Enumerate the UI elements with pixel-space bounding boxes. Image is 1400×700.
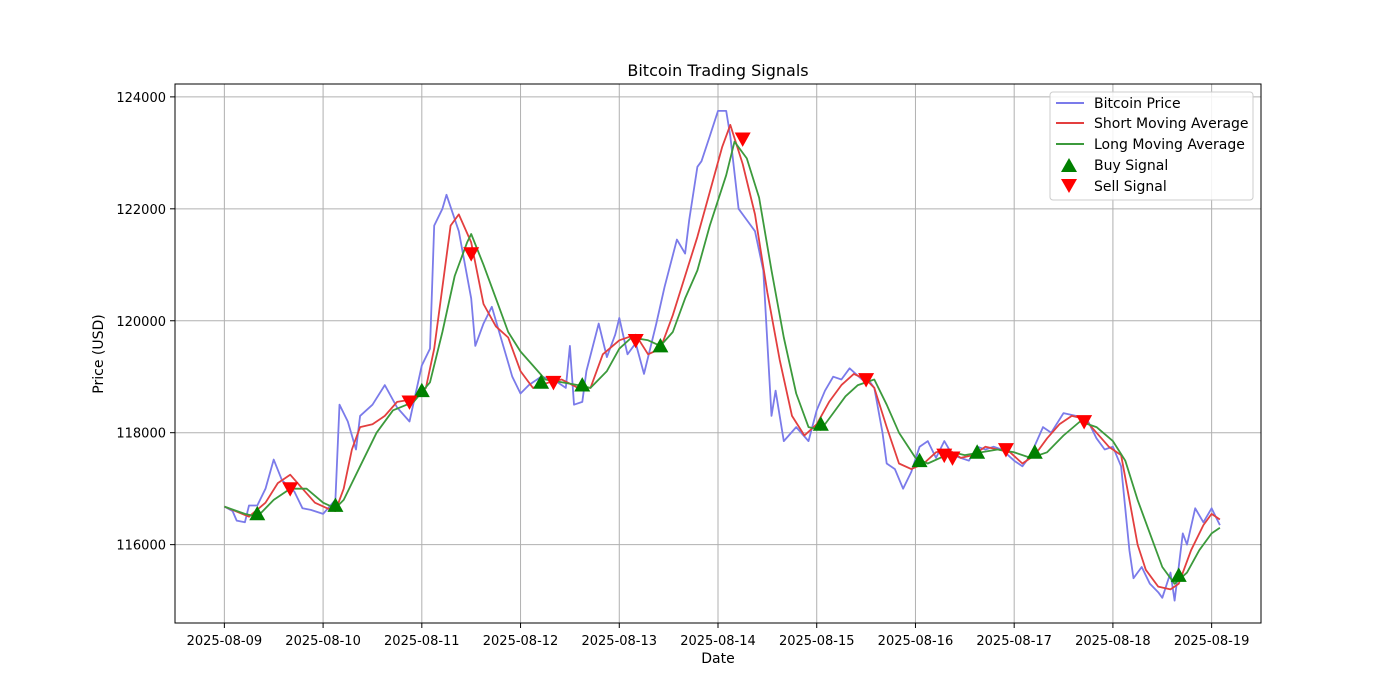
legend-box (1049, 91, 1254, 201)
short-moving-average-line (224, 124, 1221, 591)
y-tick-label: 116000 (116, 539, 166, 554)
sell-signal-marker (401, 395, 418, 410)
signal-markers (249, 132, 1187, 582)
x-tick-label: 2025-08-18 (1075, 634, 1151, 649)
y-axis-label: Price (USD) (91, 314, 107, 393)
buy-signal-marker (574, 377, 591, 392)
x-tick-label: 2025-08-17 (976, 634, 1052, 649)
sell-signal-marker (1076, 415, 1093, 430)
legend-label-buy: Buy Signal (1094, 158, 1168, 174)
long-moving-average-line (224, 140, 1221, 585)
chart-title: Bitcoin Trading Signals (627, 61, 808, 80)
y-tick-label: 122000 (116, 203, 166, 218)
x-tick-label: 2025-08-15 (779, 634, 855, 649)
x-tick-label: 2025-08-09 (187, 634, 263, 649)
sell-signal-marker (858, 373, 875, 388)
x-tick-label: 2025-08-11 (384, 634, 460, 649)
x-tick-label: 2025-08-19 (1174, 634, 1250, 649)
buy-signal-marker (812, 416, 829, 431)
legend-swatch-sell-triangle (1061, 179, 1077, 193)
x-axis-label: Date (701, 651, 734, 667)
x-axis-ticks: 2025-08-09 2025-08-10 2025-08-11 2025-08-12… (187, 623, 1250, 649)
sell-signal-marker (463, 247, 480, 262)
legend-label-price: Bitcoin Price (1094, 96, 1181, 112)
y-axis-ticks: 116000 118000 120000 122000 124000 (116, 91, 175, 554)
buy-signal-marker (249, 505, 266, 521)
sell-signal-marker (944, 451, 961, 466)
series-lines (223, 110, 1221, 602)
sell-signal-marker (545, 375, 562, 391)
buy-signal-marker (413, 382, 430, 398)
y-tick-label: 120000 (116, 315, 166, 330)
y-tick-label: 124000 (116, 91, 166, 106)
x-tick-label: 2025-08-16 (878, 634, 954, 649)
legend-swatch-buy-triangle (1061, 158, 1077, 172)
x-tick-label: 2025-08-12 (483, 634, 559, 649)
buy-signal-marker (533, 374, 550, 389)
x-tick-label: 2025-08-13 (581, 634, 657, 649)
buy-signal-marker (652, 337, 669, 353)
y-tick-label: 118000 (116, 427, 166, 442)
buy-signal-marker (1170, 567, 1187, 582)
x-tick-label: 2025-08-14 (680, 634, 756, 649)
legend: Bitcoin Price Short Moving Average Long … (1049, 91, 1254, 201)
buy-signal-marker (911, 452, 928, 468)
sell-signal-marker (627, 333, 644, 349)
legend-label-sell: Sell Signal (1094, 179, 1167, 195)
legend-label-long-ma: Long Moving Average (1094, 137, 1245, 153)
buy-signal-marker (327, 497, 344, 512)
sell-signal-marker (282, 482, 299, 497)
buy-signal-marker (1026, 444, 1043, 459)
sell-signal-marker (734, 132, 751, 147)
legend-label-short-ma: Short Moving Average (1094, 116, 1249, 132)
sell-signal-marker (997, 443, 1014, 458)
x-tick-label: 2025-08-10 (285, 634, 361, 649)
buy-signal-marker (969, 444, 986, 459)
